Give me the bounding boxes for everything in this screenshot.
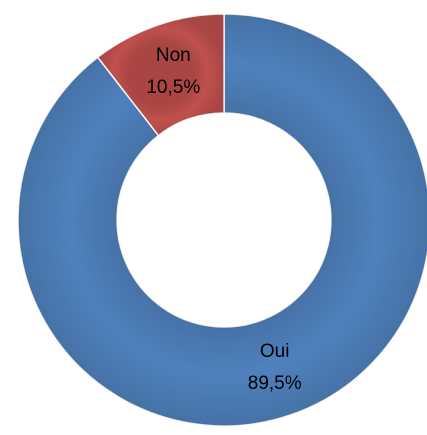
slice-value-label: 89,5%	[248, 373, 302, 394]
slice-value-label: 10,5%	[146, 77, 200, 98]
slice-category-label: Non	[156, 45, 191, 66]
slice-category-label: Oui	[260, 341, 290, 362]
